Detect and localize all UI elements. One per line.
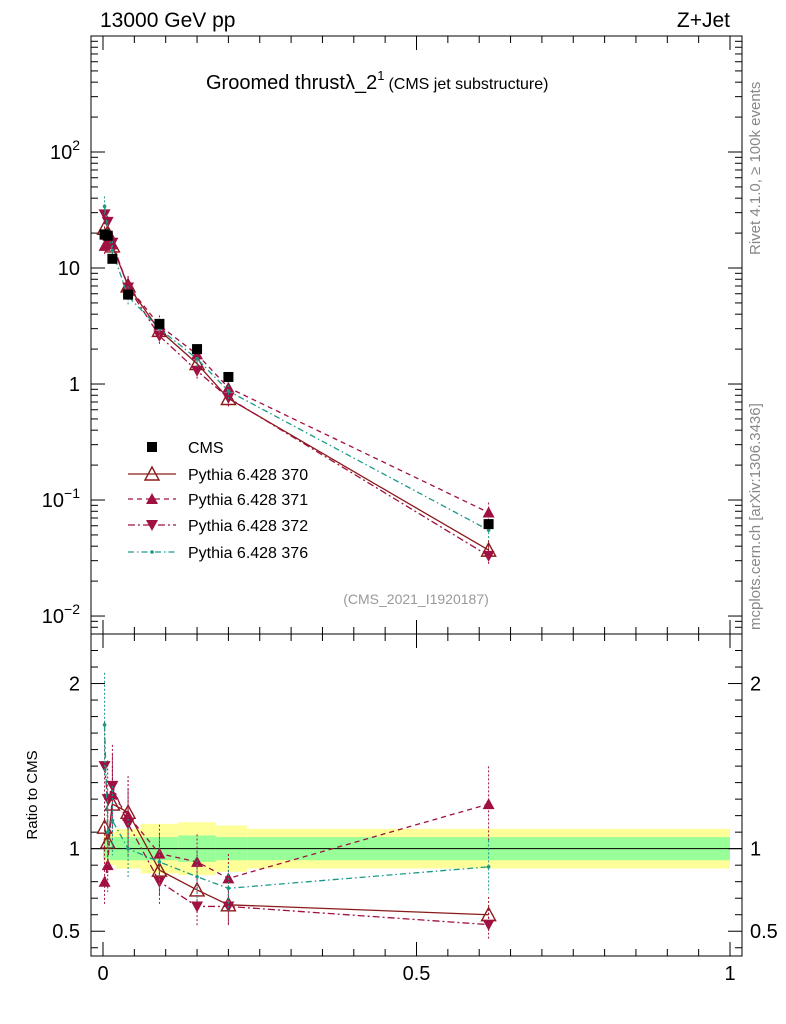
ratio-point: [105, 830, 110, 834]
ratio-point: [96, 818, 113, 834]
x-tick-label: 1: [724, 963, 735, 985]
legend-marker: [150, 550, 154, 554]
main-line-pythia-6.428-371: [104, 240, 489, 514]
ratio-y-tick-label-left: 0.5: [52, 921, 80, 943]
ratio-y-axis-label: Ratio to CMS: [24, 750, 41, 839]
main-axis-ticks: 10−2 10−1 1 10 102: [42, 36, 742, 635]
ratio-point: [195, 874, 199, 879]
rivet-version-label: Rivet 4.1.0, ≥ 100k events: [747, 82, 764, 255]
main-point: [102, 204, 107, 209]
main-point: [486, 528, 491, 532]
ratio-point: [98, 875, 111, 887]
legend-marker: [146, 520, 158, 531]
ratio-point: [226, 886, 231, 891]
ratio-point: [126, 846, 130, 851]
header-energy-label: 13000 GeV pp: [100, 9, 235, 32]
ratio-point: [153, 847, 166, 859]
cms-data-point: [102, 230, 113, 241]
main-point: [482, 506, 495, 518]
legend-label: Pythia 6.428 372: [188, 518, 308, 535]
ratio-point: [157, 860, 162, 864]
cms-data-point: [123, 289, 134, 300]
cms-data-point: [107, 253, 118, 264]
ratio-y-tick-label-left: 2: [69, 674, 80, 696]
legend: CMS Pythia 6.428 370 Pythia 6.428 371 Pythi…: [128, 440, 308, 562]
main-point: [110, 249, 115, 253]
legend-label: Pythia 6.428 376: [188, 545, 308, 562]
ratio-point: [102, 723, 107, 727]
ratio-point: [486, 865, 491, 869]
ratio-point: [482, 919, 495, 931]
main-y-tick-label: 10−1: [42, 485, 80, 512]
ratio-line-pythia-6.428-376: [103, 724, 489, 889]
legend-label: CMS: [188, 440, 224, 457]
ratio-y-tick-label-right: 1: [750, 839, 761, 861]
cms-data-point: [483, 519, 494, 530]
x-tick-label: 0: [97, 963, 108, 985]
ratio-plot-frame: [90, 633, 743, 957]
ratio-point: [110, 818, 115, 823]
ratio-point: [191, 901, 204, 913]
ratio-point: [482, 798, 495, 810]
legend-marker-cms: [147, 442, 157, 452]
ratio-point: [153, 876, 166, 888]
analysis-tag: (CMS_2021_I1920187): [343, 591, 489, 607]
main-y-tick-label: 102: [50, 137, 80, 164]
header-process-label: Z+Jet: [677, 9, 730, 32]
main-point: [195, 356, 199, 361]
cms-data-point: [192, 344, 203, 355]
main-point: [191, 365, 204, 377]
ratio-axis-ticks: 0.5 0.5 1 1 2 2 0 0.5 1: [52, 634, 778, 985]
main-point: [222, 381, 235, 393]
main-point: [482, 550, 495, 562]
ratio-series-group: [96, 672, 497, 941]
cms-data-point: [154, 318, 165, 329]
main-y-tick-label: 10−2: [42, 601, 80, 628]
ratio-y-tick-label-left: 1: [69, 839, 80, 861]
legend-label: Pythia 6.428 371: [188, 492, 308, 509]
mcplots-credit-label: mcplots.cern.ch [arXiv:1306.3436]: [747, 403, 764, 630]
main-point: [226, 389, 231, 393]
legend-label: Pythia 6.428 370: [188, 467, 308, 484]
cms-data-point: [223, 371, 234, 382]
ratio-y-tick-label-right: 2: [750, 674, 761, 696]
ratio-y-tick-label-right: 0.5: [750, 921, 778, 943]
main-series-group: [96, 196, 497, 566]
ratio-line-pythia-6.428-371: [103, 792, 489, 882]
plot-title: Groomed thrustλ_21(CMS jet substructure): [206, 68, 548, 94]
legend-marker: [143, 465, 161, 481]
legend-marker: [146, 493, 158, 504]
x-tick-label: 0.5: [403, 963, 431, 985]
main-y-tick-label: 10: [58, 258, 80, 280]
main-y-tick-label: 1: [69, 374, 80, 396]
